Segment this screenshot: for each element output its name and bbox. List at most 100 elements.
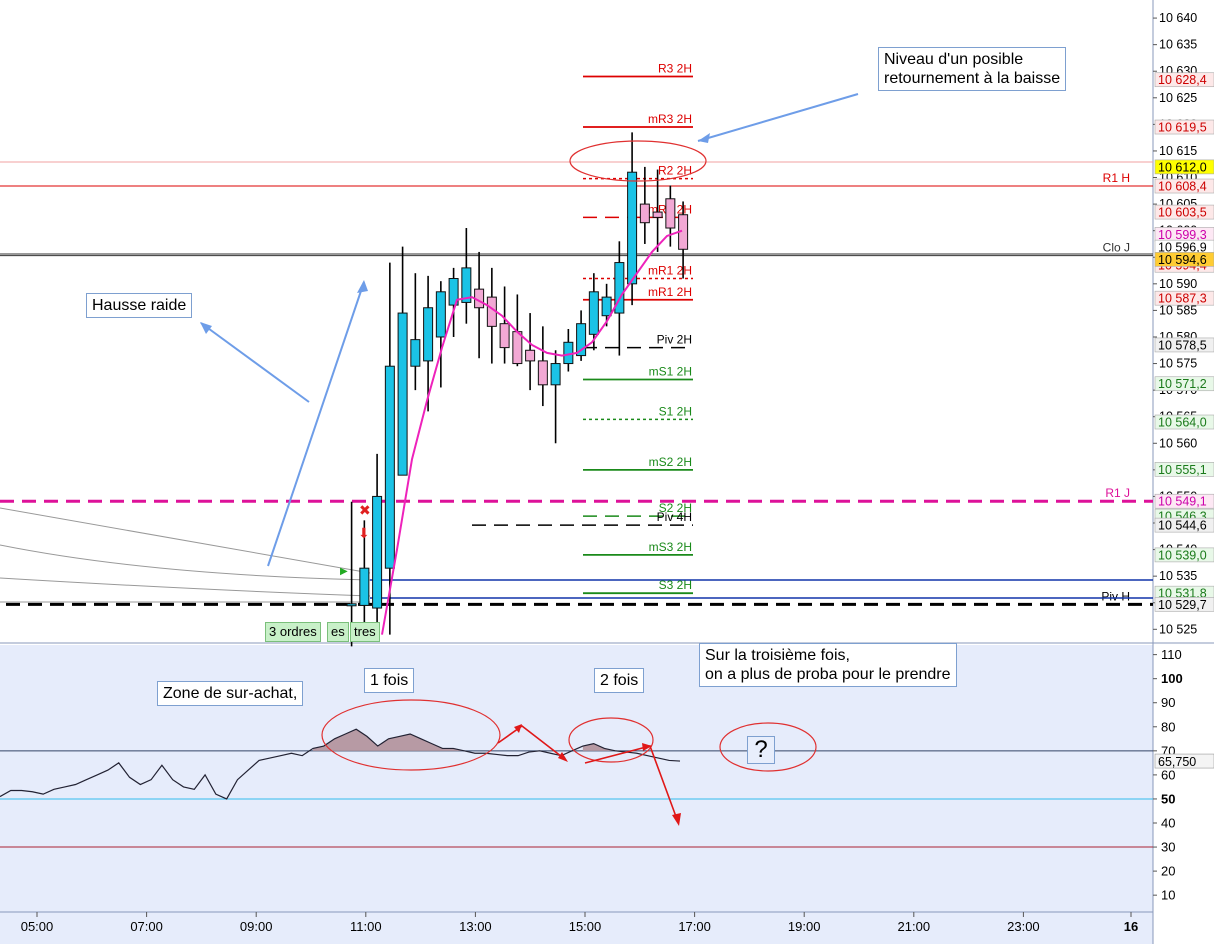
candle-body [346, 603, 357, 607]
osc-current-tag-box [1154, 753, 1214, 769]
steep-rise-note: Hausse raide [86, 293, 193, 318]
reversal-ellipse [569, 140, 707, 182]
red-arrow-head-4 [672, 813, 681, 826]
orders-tag[interactable]: 3 ordres [265, 622, 321, 642]
pivot-level-label: mR3 2H [648, 112, 692, 126]
price-tick-label: 10 640 [1159, 11, 1197, 25]
pivot-level-label: mR1 2H [648, 285, 692, 299]
candle-body [397, 312, 408, 476]
osc-tick-label: 80 [1161, 719, 1175, 734]
orders-tag-2[interactable]: es [327, 622, 349, 642]
pivot-level-label: S2 2H [659, 501, 692, 515]
price-tag-label: 10 608,4 [1158, 180, 1207, 194]
reversal-note-line2: retournement à la baisse [884, 70, 1061, 87]
osc-tick-label: 40 [1161, 816, 1175, 831]
reversal-note: Niveau d'un posible retournement à la ba… [878, 47, 1067, 91]
candle-body [614, 262, 625, 314]
price-tag-box [1154, 597, 1214, 612]
pivot-level-label: R3 2H [658, 62, 692, 76]
first-time-note: 1 fois [364, 668, 415, 693]
price-tag-box [1154, 178, 1214, 194]
time-tick-label: 23:00 [1007, 919, 1040, 934]
rise-arrow-line [267, 281, 365, 567]
time-tick-label: 16 [1124, 919, 1138, 934]
osc-tick-label: 30 [1161, 840, 1175, 855]
orders-tag-3[interactable]: tres [350, 622, 380, 642]
price-tag-box [1154, 204, 1214, 220]
pivot-level-label: R2 2H [658, 164, 692, 178]
time-tick-label: 15:00 [569, 919, 602, 934]
time-tick-label: 17:00 [678, 919, 711, 934]
level-label: R1 J [1105, 486, 1130, 500]
price-tag-label: 10 628,4 [1158, 73, 1207, 87]
price-tag-box [1154, 159, 1214, 175]
price-tag-box [1154, 493, 1214, 509]
price-tag-label: 10 571,2 [1158, 377, 1207, 391]
price-tick-label: 10 585 [1159, 303, 1197, 317]
price-tick-label: 10 535 [1159, 569, 1197, 583]
candle-body [359, 567, 370, 606]
candle-body [550, 363, 561, 386]
candle-body [576, 323, 587, 357]
candle-body [601, 296, 612, 317]
time-axis-background [0, 912, 1153, 944]
level-label: Piv H [1101, 589, 1130, 603]
candle-body [588, 291, 599, 335]
overbought-note: Zone de sur-achat, [157, 681, 304, 706]
overbought-fill [313, 729, 616, 751]
price-tick-label: 10 615 [1159, 144, 1197, 158]
reversal-note-line1: Niveau d'un posible [884, 51, 1024, 68]
price-tag-box [1154, 376, 1214, 392]
time-tick-label: 09:00 [240, 919, 273, 934]
price-tag-label: 10 578,5 [1158, 338, 1207, 352]
pivot-level-label: Piv 2H [657, 333, 692, 347]
candle-body [435, 291, 446, 338]
candle-body [627, 171, 638, 285]
red-arrow-head-2 [558, 752, 568, 762]
osc-current-tag-label: 65,750 [1158, 755, 1196, 769]
candle-body [639, 203, 650, 224]
price-tag-box [1154, 414, 1214, 430]
down-arrow-icon: ⬇ [358, 526, 370, 542]
oscillator-line [0, 728, 681, 800]
osc-tick-label: 20 [1161, 864, 1175, 879]
red-arrow-head-1 [514, 724, 522, 733]
time-tick-label: 21:00 [898, 919, 931, 934]
pivot-level-label: mS1 2H [649, 364, 692, 378]
price-tick-label: 10 525 [1159, 622, 1197, 636]
first-time-ellipse [321, 699, 501, 771]
price-tag-label: 10 594,6 [1158, 253, 1207, 267]
candle-body [461, 267, 472, 303]
price-tag-box [1154, 290, 1214, 306]
price-tag-label: 10 564,0 [1158, 416, 1207, 430]
osc-tick-label: 100 [1161, 671, 1183, 686]
level-label: Clo J [1103, 241, 1130, 255]
price-tick-label: 10 560 [1159, 436, 1197, 450]
rise-arrow-head [357, 280, 368, 293]
time-tick-label: 19:00 [788, 919, 821, 934]
pivot-level-label: S1 2H [659, 404, 692, 418]
long-ma-line-2 [0, 544, 371, 581]
third-time-note: Sur la troisième fois, on a plus de prob… [699, 643, 957, 687]
second-time-ellipse [568, 717, 654, 763]
price-panel-background [0, 0, 1153, 641]
osc-tick-label: 90 [1161, 695, 1175, 710]
triangle-marker-icon: ▶ [340, 566, 348, 577]
pivot-level-label: S3 2H [659, 578, 692, 592]
candle-body [410, 339, 421, 367]
price-tag-label: 10 549,1 [1158, 495, 1207, 509]
candle-body [448, 278, 459, 306]
candle-body [372, 495, 383, 609]
price-tag-box [1154, 547, 1214, 563]
reversal-arrow-head [698, 133, 710, 143]
price-tag-label: 10 555,1 [1158, 463, 1207, 477]
price-tag-box [1154, 462, 1214, 477]
second-time-note: 2 fois [594, 668, 645, 693]
price-tag-label: 10 603,5 [1158, 206, 1207, 220]
third-time-line2: on a plus de proba pour le prendre [705, 666, 951, 683]
moving-average-line [381, 229, 683, 635]
long-ma-line-3 [0, 577, 371, 597]
third-time-ellipse [719, 722, 817, 772]
cross-marker-icon: ✖ [359, 503, 371, 519]
